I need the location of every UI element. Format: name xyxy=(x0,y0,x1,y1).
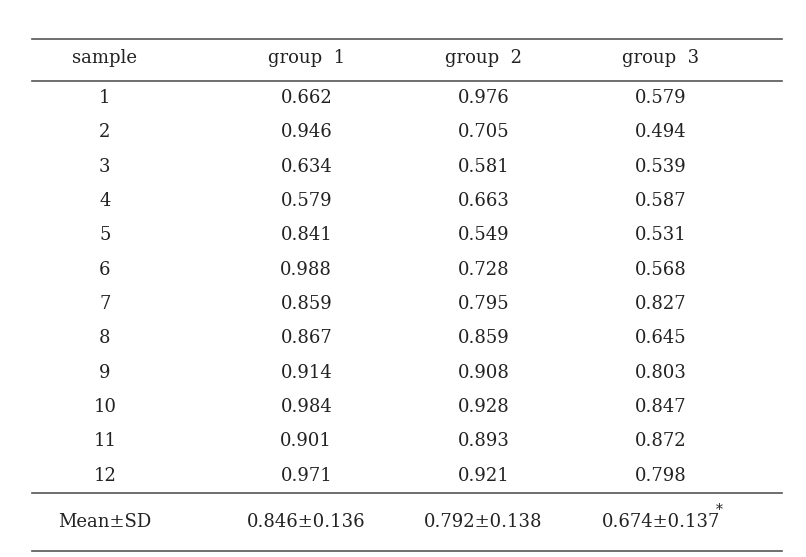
Text: sample: sample xyxy=(73,50,137,67)
Text: 0.867: 0.867 xyxy=(280,329,332,348)
Text: 0.549: 0.549 xyxy=(458,226,509,245)
Text: 0.645: 0.645 xyxy=(635,329,687,348)
Text: 0.901: 0.901 xyxy=(280,432,332,451)
Text: group  1: group 1 xyxy=(268,50,345,67)
Text: 0.921: 0.921 xyxy=(458,467,509,485)
Text: 0.846±0.136: 0.846±0.136 xyxy=(247,513,366,531)
Text: group  3: group 3 xyxy=(622,50,700,67)
Text: 0.539: 0.539 xyxy=(635,158,687,175)
Text: 0.531: 0.531 xyxy=(635,226,687,245)
Text: 0.803: 0.803 xyxy=(635,364,687,382)
Text: 0.847: 0.847 xyxy=(635,398,687,416)
Text: 11: 11 xyxy=(93,432,116,451)
Text: 0.728: 0.728 xyxy=(458,261,509,278)
Text: 0.705: 0.705 xyxy=(458,123,509,141)
Text: 0.859: 0.859 xyxy=(458,329,509,348)
Text: 0.841: 0.841 xyxy=(280,226,332,245)
Text: 0.976: 0.976 xyxy=(458,89,509,107)
Text: 0.579: 0.579 xyxy=(280,192,332,210)
Text: 12: 12 xyxy=(93,467,116,485)
Text: 0.914: 0.914 xyxy=(280,364,332,382)
Text: 9: 9 xyxy=(99,364,110,382)
Text: 0.946: 0.946 xyxy=(280,123,332,141)
Text: 0.795: 0.795 xyxy=(458,295,509,313)
Text: 2: 2 xyxy=(99,123,110,141)
Text: group  2: group 2 xyxy=(445,50,522,67)
Text: 0.872: 0.872 xyxy=(635,432,687,451)
Text: 0.579: 0.579 xyxy=(635,89,687,107)
Text: 0.928: 0.928 xyxy=(458,398,509,416)
Text: 4: 4 xyxy=(99,192,110,210)
Text: 0.798: 0.798 xyxy=(635,467,687,485)
Text: Mean±SD: Mean±SD xyxy=(58,513,152,531)
Text: 0.893: 0.893 xyxy=(458,432,509,451)
Text: 0.494: 0.494 xyxy=(635,123,687,141)
Text: 0.634: 0.634 xyxy=(280,158,332,175)
Text: 6: 6 xyxy=(99,261,110,278)
Text: 0.568: 0.568 xyxy=(635,261,687,278)
Text: 0.859: 0.859 xyxy=(280,295,332,313)
Text: 0.988: 0.988 xyxy=(280,261,332,278)
Text: 1: 1 xyxy=(99,89,110,107)
Text: 5: 5 xyxy=(99,226,110,245)
Text: 0.971: 0.971 xyxy=(280,467,332,485)
Text: 0.581: 0.581 xyxy=(458,158,509,175)
Text: 0.587: 0.587 xyxy=(635,192,687,210)
Text: *: * xyxy=(716,502,722,517)
Text: 0.792±0.138: 0.792±0.138 xyxy=(424,513,543,531)
Text: 7: 7 xyxy=(99,295,110,313)
Text: 0.827: 0.827 xyxy=(635,295,687,313)
Text: 10: 10 xyxy=(93,398,116,416)
Text: 0.662: 0.662 xyxy=(280,89,332,107)
Text: 0.674±0.137: 0.674±0.137 xyxy=(602,513,720,531)
Text: 0.984: 0.984 xyxy=(280,398,332,416)
Text: 0.663: 0.663 xyxy=(458,192,509,210)
Text: 3: 3 xyxy=(99,158,110,175)
Text: 0.908: 0.908 xyxy=(458,364,509,382)
Text: 8: 8 xyxy=(99,329,110,348)
